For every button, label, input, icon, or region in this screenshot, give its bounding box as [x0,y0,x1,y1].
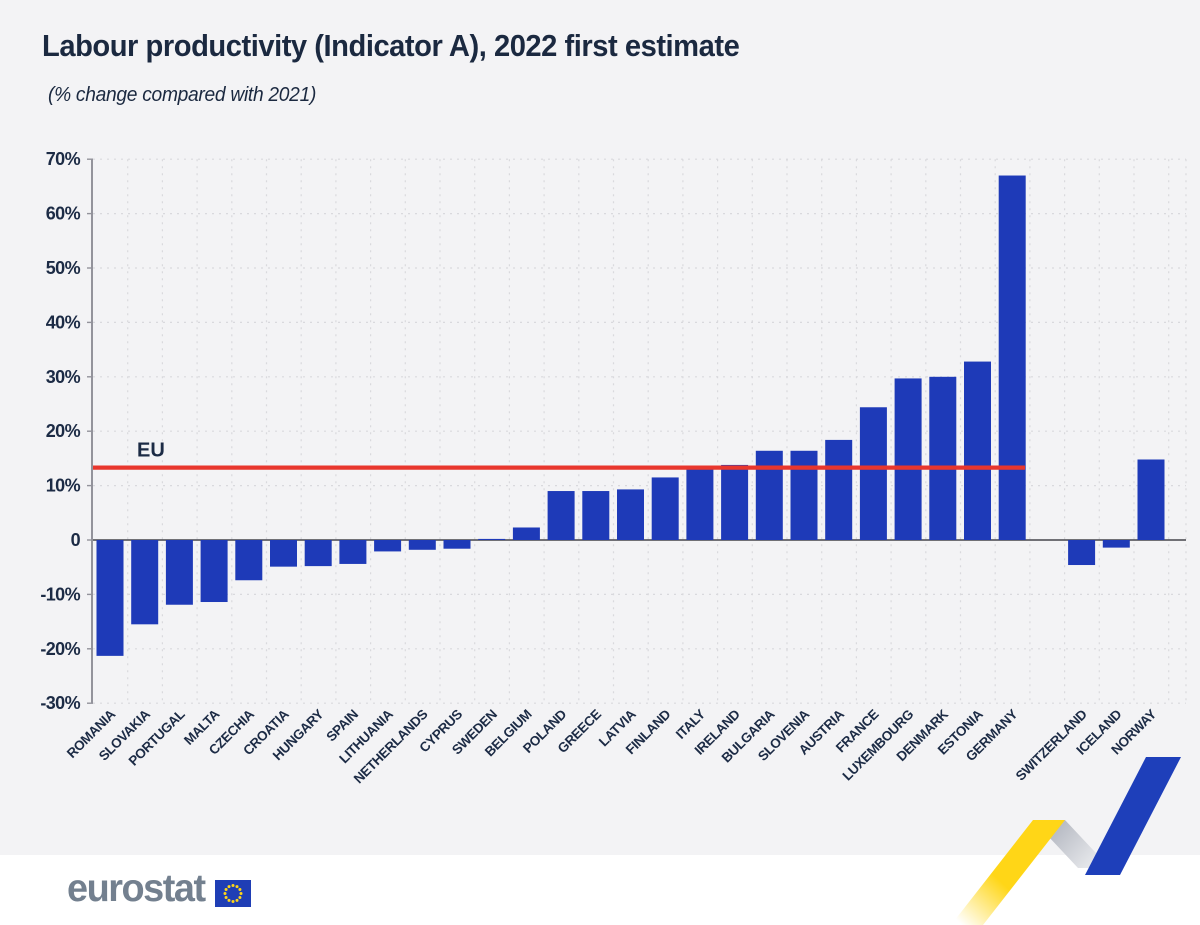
ribbon-yellow [951,820,1065,925]
bar-switzerland [1068,540,1096,566]
flag-star [235,898,239,902]
bar-hungary [304,540,332,567]
bar-netherlands [408,540,436,550]
y-axis-label: 30% [46,367,81,387]
bar-austria [825,439,853,540]
y-axis-label: 20% [46,421,81,441]
flag-star [238,888,242,891]
bar-portugal [165,540,193,605]
bar-spain [339,540,367,564]
flag-star [227,885,231,889]
y-axis-label: 40% [46,312,81,332]
flag-star [238,896,242,899]
y-axis-label: -10% [40,584,80,604]
y-axis-label: 50% [46,258,81,278]
eu-flag-icon [214,880,251,907]
bar-slovakia [131,540,159,625]
y-axis-label: 0 [71,530,81,550]
chart-canvas: Labour productivity (Indicator A), 2022 … [0,0,1200,855]
bar-denmark [929,376,957,540]
y-axis-label: -20% [40,639,80,659]
flag-star [223,892,227,895]
bar-greece [582,491,610,540]
flag-star [235,885,239,889]
flag-star [231,900,235,903]
chart-subtitle: (% change compared with 2021) [48,84,317,106]
flag-star [239,892,243,895]
bar-lithuania [374,540,402,552]
flag-star [224,888,228,891]
bar-chart: 70%60%50%40%30%20%10%0-10%-20%-30%ROMANI… [40,149,1187,786]
bar-czechia [235,540,263,581]
bar-cyprus [443,540,471,549]
bar-norway [1137,459,1165,540]
y-axis-label: 60% [46,204,81,224]
chart-title: Labour productivity (Indicator A), 2022 … [42,28,740,63]
eurostat-logo-text: eurostat [67,867,206,910]
y-axis-label: 70% [46,149,81,169]
flag-star [227,898,231,902]
bar-latvia [617,489,644,540]
y-axis-label: -30% [40,693,80,713]
eurostat-logo: eurostat [67,869,251,908]
bar-finland [651,477,679,540]
bar-romania [96,540,124,656]
bar-malta [200,540,228,603]
bar-poland [547,491,575,540]
eu-line-label: EU [137,440,165,462]
ribbon-blue [1085,757,1181,875]
flag-star [224,896,228,899]
flag-star [231,884,235,887]
bar-sweden [478,538,506,540]
bar-germany [998,175,1026,540]
bar-iceland [1102,540,1130,548]
y-axis-label: 10% [46,476,81,496]
bar-belgium [512,527,540,540]
bar-ireland [721,464,749,540]
bar-italy [686,466,714,540]
bar-estonia [964,361,991,540]
bar-luxembourg [894,378,922,540]
bar-croatia [270,540,297,567]
bar-france [859,407,887,540]
